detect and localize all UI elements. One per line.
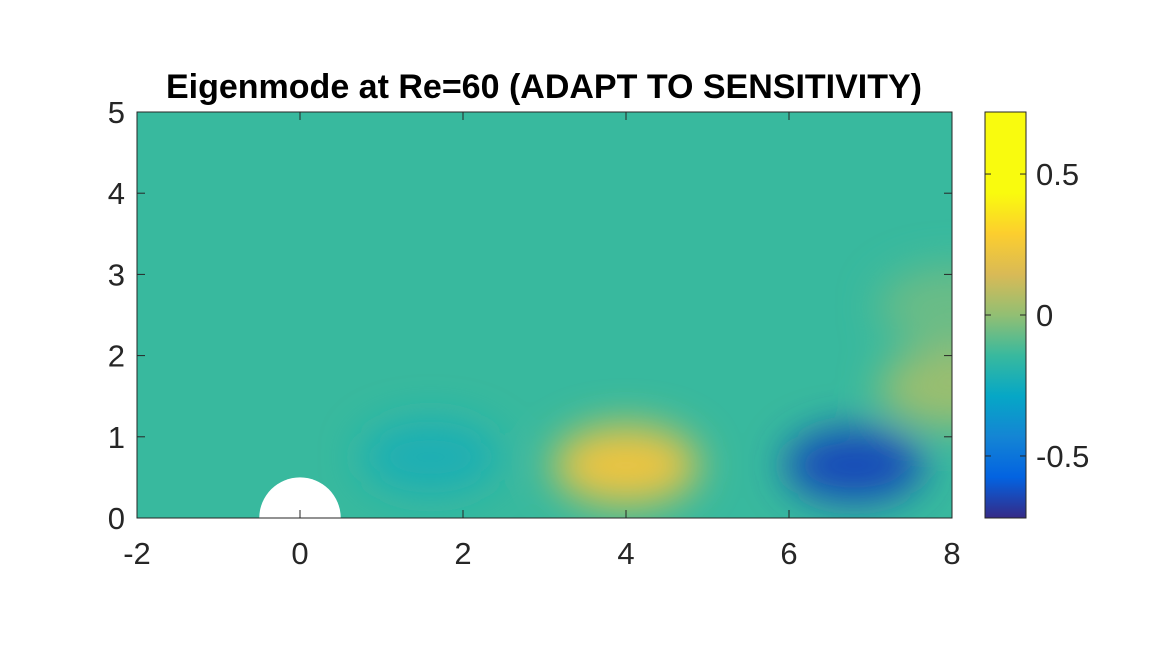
chart-title: Eigenmode at Re=60 (ADAPT TO SENSITIVITY… <box>166 68 922 106</box>
y-tick-label: 4 <box>108 176 125 211</box>
field-feature-2 <box>784 428 924 502</box>
field-feature-0 <box>361 420 500 494</box>
y-tick-label: 5 <box>108 95 125 130</box>
x-tick-label: 8 <box>943 536 960 571</box>
field-feature-3 <box>878 347 952 429</box>
y-tick-label: 2 <box>108 339 125 374</box>
y-axis: 0 1 2 3 4 5 <box>108 95 952 536</box>
x-tick-label: 2 <box>454 536 471 571</box>
y-tick-label: 1 <box>108 420 125 455</box>
colorbar-scale <box>984 111 1027 519</box>
y-tick-label: 3 <box>108 257 125 292</box>
cylinder-obstacle <box>259 477 341 518</box>
y-tick-label: 0 <box>108 501 125 536</box>
colorbar-tick-label: -0.5 <box>1036 439 1089 474</box>
field-features <box>361 266 952 506</box>
x-tick-label: -2 <box>123 536 151 571</box>
colorbar-tick-label: 0.5 <box>1036 157 1079 192</box>
colorbar[interactable]: -0.5 0 0.5 <box>984 111 1089 519</box>
x-tick-label: 0 <box>291 536 308 571</box>
x-tick-label: 6 <box>780 536 797 571</box>
axes-box <box>136 111 953 519</box>
plot-area <box>137 112 952 518</box>
colorbar-ticks: -0.5 0 0.5 <box>985 157 1089 474</box>
x-tick-label: 4 <box>617 536 634 571</box>
colorbar-tick-label: 0 <box>1036 298 1053 333</box>
field-feature-4 <box>878 266 952 348</box>
field-feature-1 <box>552 424 700 506</box>
x-axis: -2 0 2 4 6 8 <box>123 112 961 571</box>
